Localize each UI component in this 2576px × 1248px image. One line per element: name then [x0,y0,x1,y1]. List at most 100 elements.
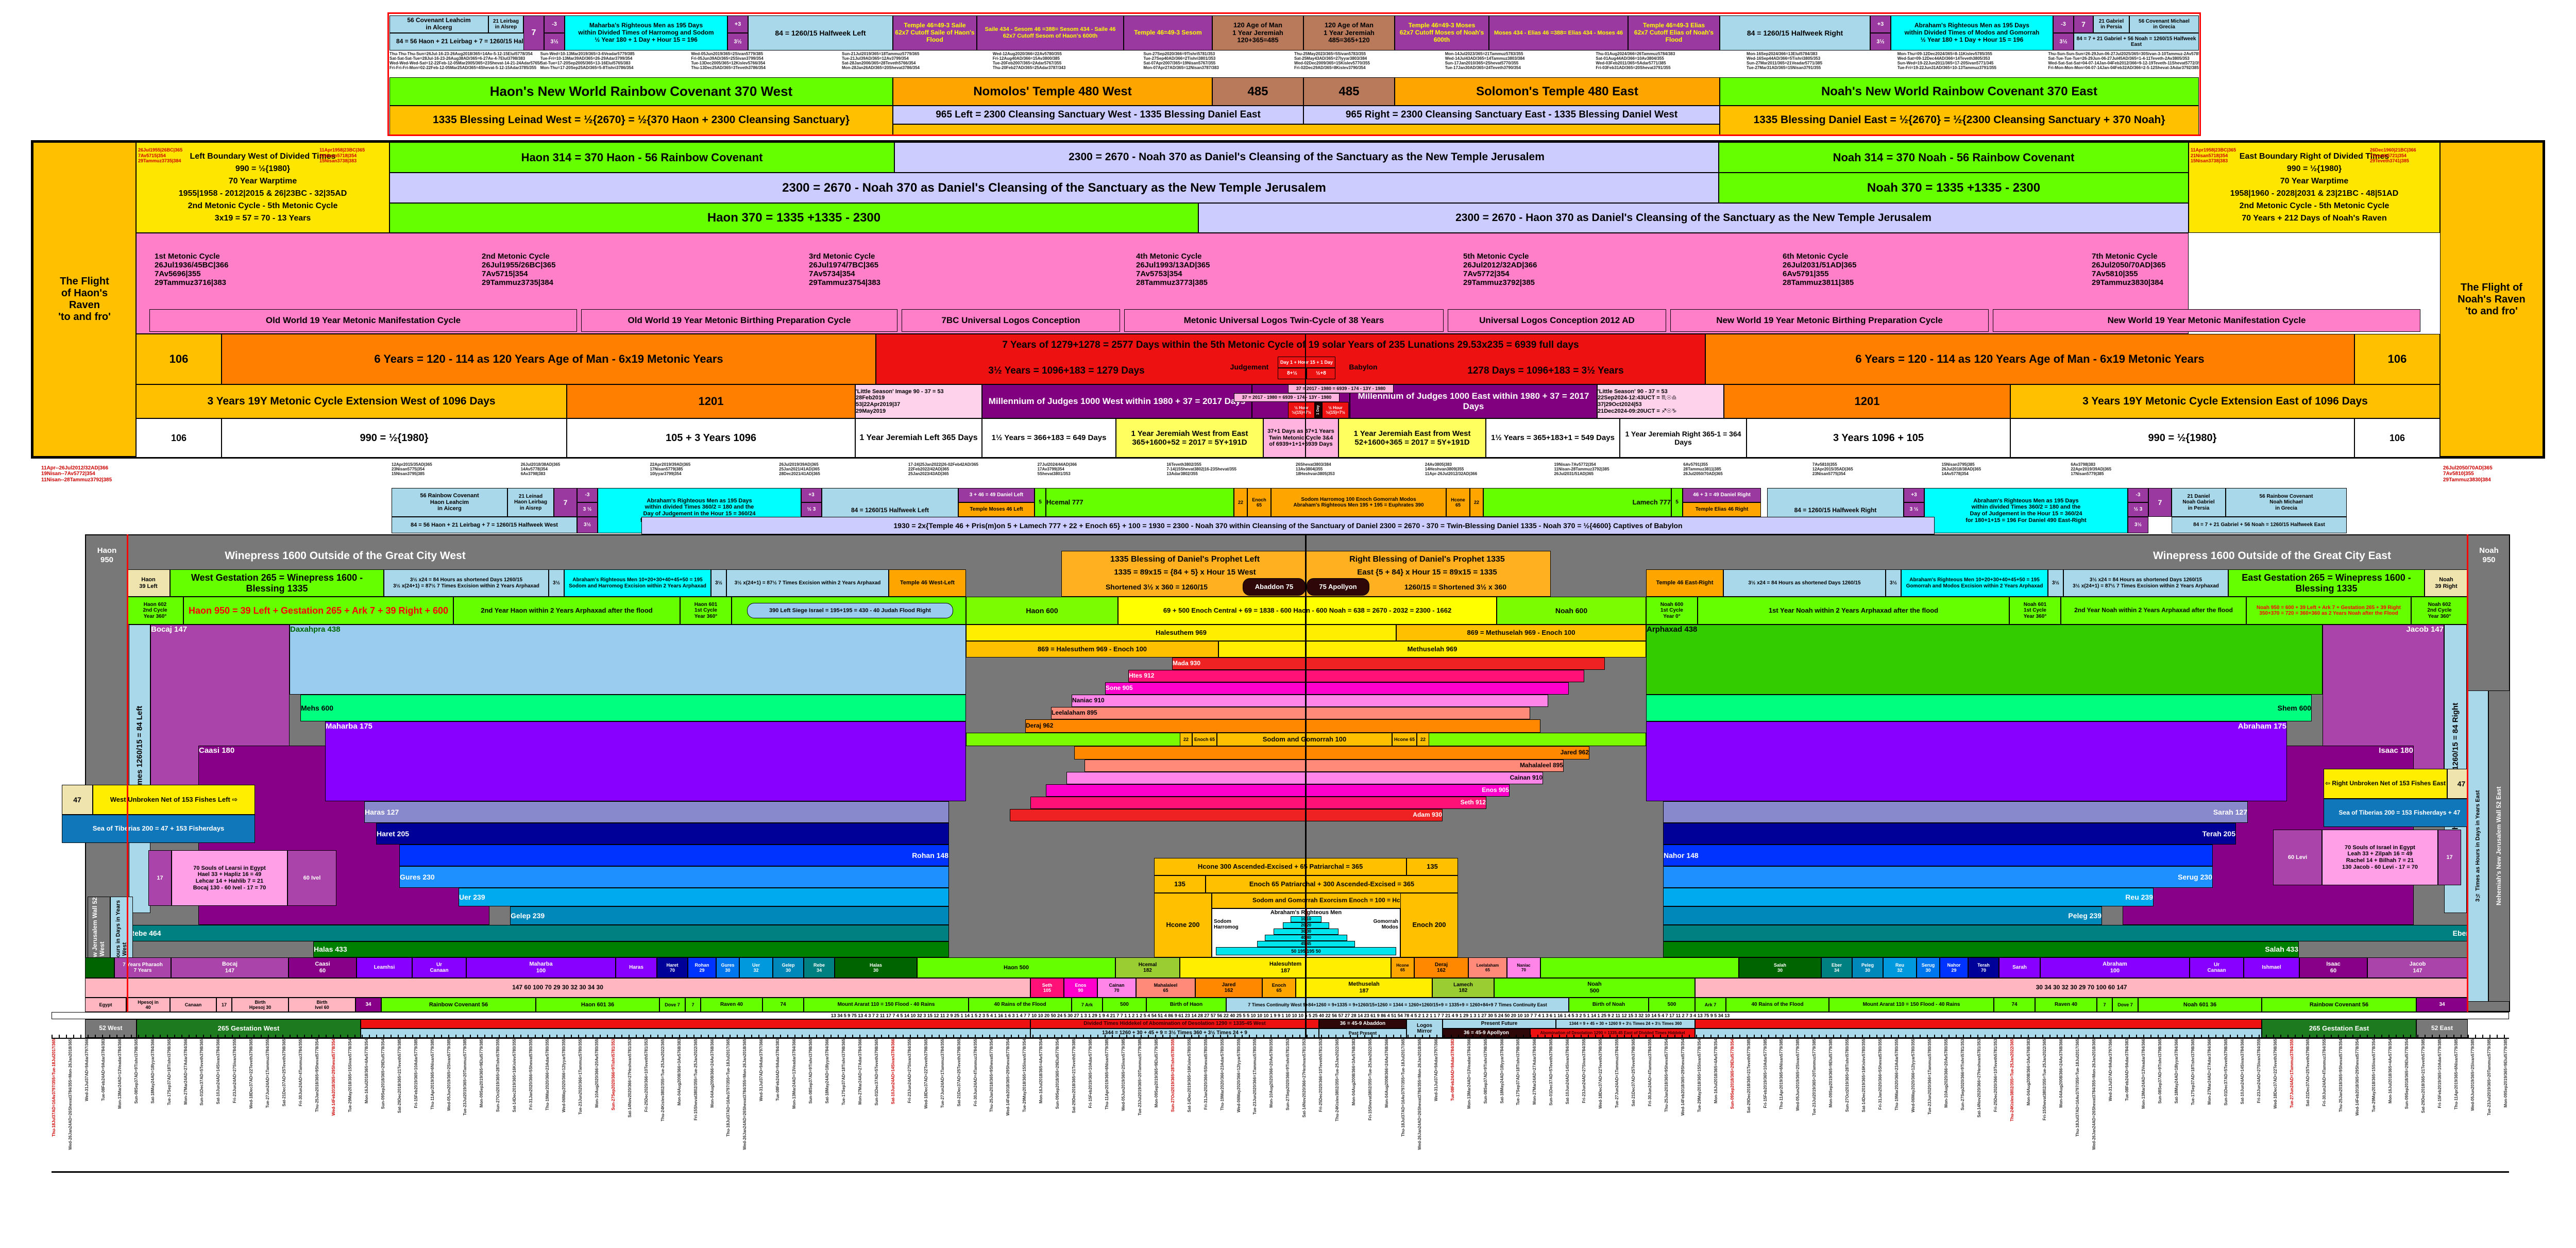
sarah127: Sarah 127 [1663,801,2248,823]
new-manifestation: New World 19 Year Metonic Manifestation … [1993,309,2420,332]
u-leelalaham: Leelalaham 65 [1468,957,1507,978]
eb-red-r: 26Dec1960|21BC|366 7Teveth5721|354 29Tev… [2370,147,2416,164]
vertical-date: Thu-25Jan2018/365=9Shevat5778/354 [1664,1039,1669,1112]
siege-israel: 390 Left Siege Israel = 195+195 = 430 - … [747,603,953,618]
vertical-date: Mon-13Mar24AD=13Veadar3784/366 [2141,1039,2146,1109]
date-column: 7Av5810|355 12Apr2015/35AD|365 23Nisan57… [1812,462,1853,476]
haras127: Haras 127 [364,801,949,823]
h3b-w2: ½ 3 [801,502,822,517]
w-raven-e: Raven 40 [2035,998,2097,1012]
old-birthing: Old World 19 Year Metonic Birthing Prepa… [581,309,897,332]
vertical-date: Tue-17Sep37AD=18Tishri3798/365 [1516,1039,1521,1105]
vertical-date: Fri-30Jun24AD=4Tammuz3784/355 [298,1039,303,1106]
cov-leahcim: 56 Covenant Leahcim in Alcerg [389,15,488,33]
mahalaleel895: Mahalaleel 895 [1084,760,1564,772]
c990-w: 990 = ½{1980} [222,418,567,458]
t3h-e2: 3 ½ [1904,502,1924,517]
vertical-date: Wed-18Dec37AD=22Teveth3798/365 [1598,1039,1603,1109]
shortened-times-left: Shortened Times 1260/15 = 84 Left [129,625,150,913]
w-7-w: 7 [685,998,701,1012]
halfhour-l: ½ Hour ½{15}=7½ [1288,402,1315,418]
haon950-label: Haon 950 [97,546,117,564]
temple-elias-right: Temple Elias 46 Right [1683,502,1761,517]
haon314: Haon 314 = 370 Haon - 56 Rainbow Covenan… [389,142,894,173]
hcone65-w: Hcone 65 [1446,488,1470,517]
date-column: Sun-21Jul2019/365=18Tammuz5779/365 Tue-2… [842,52,920,70]
vertical-date: Wed-14Feb2018/365=29Shevat5778/354 [331,1039,336,1116]
abaddon: Abaddon 75 [1243,578,1306,596]
vertical-date: Fri-15Shevat3802/355=Tue-25Jan2022/365 [693,1039,698,1121]
vertical-date: Thu-24Kislev3802/355=Tue-25Jan2022/365 [1335,1039,1340,1122]
w-canaan: Canaan [170,998,216,1012]
b485-e: 485 [1303,77,1395,106]
jeremiah-left: 1 Year Jeremiah Left 365 Days [855,418,982,458]
c135-r: 135 [1406,858,1458,875]
vertical-date: Fri-15Feb2019/365=10Adar5779/385 [2437,1039,2442,1108]
vertical-date: Sun-08Sep37AD=9Tishri3798/365 [808,1039,814,1104]
w-birth-haon: Birth of Haon [1146,998,1226,1012]
w-birth-ivel: Birth Ivel 60 [289,998,355,1012]
winepress-west-title: Winepress 1600 Outside of the Great City… [225,549,466,562]
vertical-date: Fri-23Jun24AD=27Sivan3784/355 [1582,1039,1587,1103]
gures230: Gures 230 [399,866,949,888]
cycle-3: 3rd Metonic Cycle 26Jul1974/7BC|365 7Av5… [809,251,881,288]
adam930: Adam 930 [1010,809,1443,821]
vertical-date: Mon-04Aug2008/366=24Av3768/366 [709,1039,715,1108]
vertical-date: Mon-04Aug2008/366=3Av5768/383 [676,1039,682,1106]
u-serug: Serug 30 [1917,957,1940,978]
nahor148: Nahor 148 [1663,845,2213,866]
w-continuity: 7 Times Continuity West 9+84+1260 = 9+13… [1226,998,1569,1012]
salah433: Salah 433 [1663,941,2299,957]
vertical-date: Wed-31Jul37AD=9Adar3797/366 [2108,1039,2113,1102]
vertical-date: Mon-27Mar24AD=27Adar3784/366 [1532,1039,1537,1105]
p3-e2: +3 [1904,488,1924,502]
temple46-east: Temple 46 East-Right [1646,569,1723,597]
abraham175: Abraham 175 [1646,721,2287,801]
halesuthem969: Halesuthem 969 [966,625,1396,641]
vertical-date: Tue-17Sep37AD=18Tishri3798/365 [841,1039,846,1105]
vertical-date: Mon-09Sep2019/365=9Elul5779/385 [2503,1039,2508,1108]
vertical-dates-band: Thu-18Jul37AD=16Av3797/355=Tue-18Jul2017… [52,1038,2509,1173]
lav-a: 2300 = 2670 - Noah 370 as Daniel's Clean… [894,142,1719,173]
jeremiah-right: 1 Year Jeremiah Right 365-1 = 364 Days [1620,418,1747,458]
date-column: 22Apr2019/39AD|365 17Nisan5779|385 10Iyy… [650,462,691,476]
gelep239: Gelep 239 [510,906,949,925]
east-boundary: East Boundary Right of Divided Times 990… [2189,142,2440,233]
millennium-w: Millennium of Judges 1000 West within 19… [982,384,1252,418]
htes912: Htes 912 [1128,670,1584,682]
vertical-date: Tue-29May2018/365=15Sivan5778/354 [1697,1039,1702,1112]
age-of-man-w: 120 Age of Man 1 Year Jeremiah 120+365=4… [1212,15,1303,50]
t3h-w2: 3 ½ [577,502,598,517]
vertical-date: Wed-06May2020/366=12Iyyar5780/355 [1910,1039,1916,1112]
vertical-date: Wed-14Feb2018/365=29Shevat5778/354 [1680,1039,1685,1116]
u-rebe: Rebe 34 [804,957,835,978]
c106-d: 106 [2354,418,2440,458]
vertical-date: Mon-04Aug2008/366=24Av3768/366 [2059,1039,2064,1108]
vertical-date: Sun-27Sep2020/366=9Tishri5781/353 [1285,1039,1291,1110]
u-maharba: Maharba 100 [466,957,616,978]
temple-moses: Temple 46=49-3 Moses 62x7 Cutoff Moses o… [1395,15,1489,50]
pharaoh7: 7 Years Pharaoh 7 Years [114,957,171,978]
logos-2012: Universal Logos Conception 2012 AD [1448,309,1666,332]
vertical-date: Wed-31Jul37AD=9Adar3797/366 [759,1039,764,1102]
u-halesuhtem: Halesuhtem 187 [1180,957,1391,978]
solomon-temple: Solomon's Temple 480 East [1395,77,1720,106]
vertical-date: Thu-11Apr2019/365=6Nisan5779/385 [430,1039,435,1110]
ext-east: 3 Years 19Y Metonic Cycle Extension East… [2010,384,2440,418]
w-dove-e: Dove 7 [2112,998,2138,1012]
vertical-date: Sat-10Jun24AD=14Sivan3784/366 [216,1039,221,1104]
b965-right: 965 Right = 2300 Cleansing Sanctuary Eas… [1303,106,1720,124]
y-1344-e: 1344 = 9 + 45 + 30 + 1260 9 + 3½ Times 2… [1556,1019,1695,1028]
b965-left: 965 Left = 2300 Cleansing Sanctuary West… [893,106,1303,124]
vertical-date: Thu-18Jul37AD=16Av3797/355=Tue-18Jul2017… [726,1039,731,1137]
temple-elias: Temple 46=49-3 Elias 62x7 Cutoff Elias o… [1628,15,1720,50]
v-lamech: Lamech 182 [1432,978,1494,998]
pyramid-title: Abraham's Righteous Men [1270,909,1342,916]
w-rainbow-e: Rainbow Covenant 56 [2262,998,2416,1012]
noah-covenant-east: Noah's New World Rainbow Covenant 370 Ea… [1720,77,2199,106]
u-isaac: Isaac 60 [2299,957,2367,978]
vertical-date: Tue-23Jun2020/366=1Tammuz5780/355 [1252,1039,1258,1115]
c17-w: 17 [148,850,172,906]
babylon: Babylon [1349,362,1378,371]
w-74-w: 74 [762,998,804,1012]
